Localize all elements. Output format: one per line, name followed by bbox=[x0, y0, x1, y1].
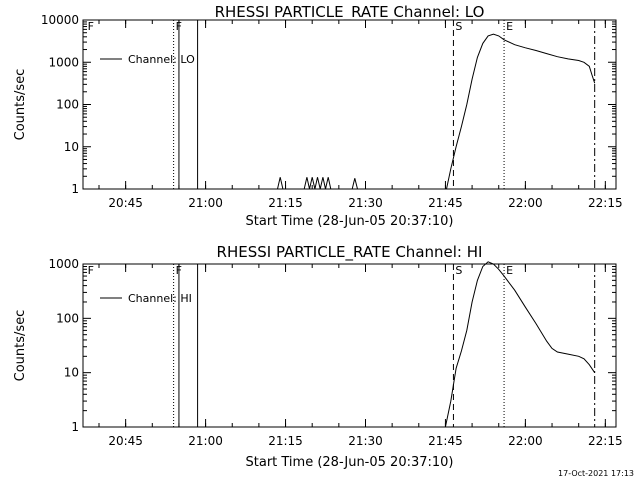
hi-y-tick-label: 10 bbox=[64, 366, 79, 380]
lo-x-tick-label: 22:00 bbox=[508, 196, 543, 210]
lo-y-tick-label: 1000 bbox=[48, 55, 79, 69]
lo-marker-label: F bbox=[88, 20, 94, 33]
lo-y-tick-label: 1 bbox=[71, 182, 79, 196]
lo-y-tick-label: 10000 bbox=[41, 13, 79, 27]
hi-x-tick-label: 20:45 bbox=[108, 434, 143, 448]
hi-chart-title: RHESSI PARTICLE_RATE Channel: HI bbox=[217, 243, 483, 262]
lo-series-line bbox=[277, 33, 596, 190]
lo-x-tick-label: 21:00 bbox=[188, 196, 223, 210]
hi-x-tick-label: 21:45 bbox=[428, 434, 463, 448]
hi-marker-label: S bbox=[455, 264, 462, 277]
lo-plot-frame bbox=[82, 19, 617, 190]
lo-x-tick-label: 21:15 bbox=[268, 196, 303, 210]
hi-series-line bbox=[444, 261, 596, 428]
generation-timestamp: 17-Oct-2021 17:13 bbox=[558, 469, 634, 478]
lo-x-tick-label: 21:30 bbox=[348, 196, 383, 210]
lo-legend-label: Channel: LO bbox=[128, 53, 195, 66]
lo-y-tick-label: 100 bbox=[56, 98, 79, 112]
lo-x-tick-label: 21:45 bbox=[428, 196, 463, 210]
lo-marker-label: S bbox=[455, 20, 462, 33]
hi-x-axis-label: Start Time (28-Jun-05 20:37:10) bbox=[246, 455, 454, 470]
hi-plot-frame bbox=[82, 263, 617, 428]
hi-marker-label: E bbox=[506, 264, 513, 277]
hi-x-tick-label: 21:30 bbox=[348, 434, 383, 448]
hi-marker-label: F bbox=[88, 264, 94, 277]
lo-x-tick-label: 20:45 bbox=[108, 196, 143, 210]
hi-y-tick-label: 1 bbox=[71, 420, 79, 434]
hi-x-tick-label: 22:00 bbox=[508, 434, 543, 448]
lo-marker-label: E bbox=[506, 20, 513, 33]
hi-y-tick-label: 1000 bbox=[48, 257, 79, 271]
lo-x-tick-label: 22:15 bbox=[588, 196, 623, 210]
hi-y-axis-label: Counts/sec bbox=[13, 310, 28, 382]
hi-legend-label: Channel: HI bbox=[128, 292, 192, 305]
lo-y-tick-label: 10 bbox=[64, 140, 79, 154]
hi-x-tick-label: 21:15 bbox=[268, 434, 303, 448]
hi-x-tick-label: 22:15 bbox=[588, 434, 623, 448]
hi-x-tick-label: 21:00 bbox=[188, 434, 223, 448]
lo-x-axis-label: Start Time (28-Jun-05 20:37:10) bbox=[246, 214, 454, 229]
hi-y-tick-label: 100 bbox=[56, 311, 79, 325]
lo-chart-title: RHESSI PARTICLE_RATE Channel: LO bbox=[215, 3, 485, 22]
lo-y-axis-label: Counts/sec bbox=[13, 69, 28, 141]
